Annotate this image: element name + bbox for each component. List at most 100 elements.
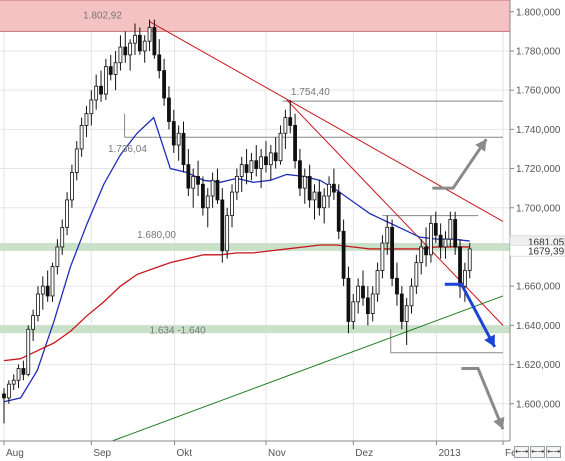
y-tick-label: 1.800,000 [516, 7, 561, 18]
price-tag-box [509, 244, 565, 257]
candle-body [254, 160, 259, 169]
candle-body [176, 132, 181, 146]
x-ticks: Aug Sep Okt Nov Dez 2013 Feb [3, 441, 523, 459]
candle-body [225, 215, 230, 252]
scroll-button-right[interactable]: ←→ [546, 446, 561, 458]
y-ticks: 1.800,000 1.780,000 1.760,000 1.740,000 1.72… [510, 7, 561, 410]
candle-body [443, 238, 448, 248]
candle-body [6, 383, 11, 399]
candle-body [380, 242, 385, 271]
candle-body [385, 226, 390, 244]
candle-body [89, 99, 94, 115]
scroll-controls: ←→ ←→ ←→ [514, 446, 562, 458]
candle-body [210, 179, 215, 197]
candle-body [273, 152, 278, 162]
x-tick-label: 2013 [438, 448, 461, 459]
zone-label-top: 1.802,92 [83, 11, 122, 22]
candle-body [16, 368, 21, 381]
candle-body [467, 248, 472, 271]
candle-body [429, 223, 433, 256]
trend-line-support-green [111, 295, 504, 442]
x-tick-label: Dez [355, 448, 373, 459]
candle-body [94, 85, 99, 101]
arrow-down-gray [461, 366, 505, 430]
candle-body [331, 183, 336, 193]
candle-body [259, 156, 264, 169]
candle-body [2, 393, 6, 399]
arrow-up-gray-head [475, 139, 487, 152]
candles [2, 19, 472, 424]
y-tick-label: 1.600,000 [516, 399, 561, 410]
candle-body [365, 297, 370, 315]
scroll-button-middle[interactable]: ←→ [530, 446, 545, 458]
candle-body [438, 234, 443, 248]
candle-body [215, 179, 220, 201]
candle-body [424, 246, 428, 256]
y-tick-label: 1.780,000 [516, 46, 561, 57]
candle-body [196, 175, 200, 185]
candle-body [147, 27, 152, 42]
candle-body [118, 46, 123, 64]
candle-body [249, 160, 254, 173]
candle-body [133, 34, 137, 44]
candle-body [21, 368, 26, 375]
scroll-button-left[interactable]: ←→ [514, 446, 529, 458]
candle-body [65, 199, 69, 228]
zones [0, 0, 510, 334]
level-labels: 1.802,92 1.680,00 1.634 -1.640 1.754,40 1.73… [83, 11, 330, 337]
candle-body [26, 328, 31, 375]
candle-body [84, 113, 89, 126]
candle-body [186, 164, 191, 189]
candle-body [283, 117, 288, 134]
candle-body [404, 305, 409, 322]
trend-line-resistance-steep [286, 99, 504, 326]
candle-body [453, 219, 458, 248]
candle-body [264, 156, 268, 166]
y-tick-label: 1.620,000 [516, 360, 561, 371]
candle-body [409, 285, 414, 307]
candle-body [157, 54, 162, 71]
candle-body [103, 66, 108, 95]
y-tick-label: 1.740,000 [516, 125, 561, 136]
candle-body [458, 246, 462, 287]
candle-body [191, 175, 196, 189]
candle-body [244, 164, 249, 173]
zone-label-middle: 1.680,00 [137, 230, 176, 241]
arrow-down-blue-head [484, 334, 495, 347]
candle-body [399, 293, 404, 322]
candle-body [36, 293, 40, 316]
y-tick-label: 1.760,000 [516, 86, 561, 97]
candle-body [181, 132, 186, 166]
candle-body [419, 246, 424, 264]
candle-body [356, 285, 361, 303]
candle-body [70, 172, 74, 201]
candle-body [11, 379, 16, 385]
arrow-down-gray-head [493, 416, 505, 430]
candle-body [201, 183, 205, 209]
candle-body [74, 148, 79, 173]
x-tick-label: Sep [93, 448, 111, 459]
candle-body [375, 270, 380, 295]
y-tick-label: 1.720,000 [516, 164, 561, 175]
candle-body [395, 277, 399, 295]
y-tick-label: 1.660,000 [516, 282, 561, 293]
candle-body [171, 121, 176, 146]
candle-body [50, 266, 55, 297]
arrow-down-blue [444, 282, 497, 348]
candle-body [162, 70, 166, 99]
candle-body [302, 175, 307, 189]
candle-body [152, 27, 157, 56]
grid [0, 0, 510, 441]
candle-body [113, 62, 118, 75]
candle-body [317, 191, 322, 209]
candle-body [288, 117, 293, 126]
candle-body [55, 246, 60, 267]
candle-body [45, 285, 50, 297]
price-tag-label: 1681,05 [528, 237, 565, 248]
axes [0, 0, 511, 442]
y-tick-label: 1.640,000 [516, 321, 561, 332]
plot-background [0, 0, 510, 441]
candle-body [278, 132, 283, 162]
level-label-upper: 1.754,40 [291, 87, 330, 98]
